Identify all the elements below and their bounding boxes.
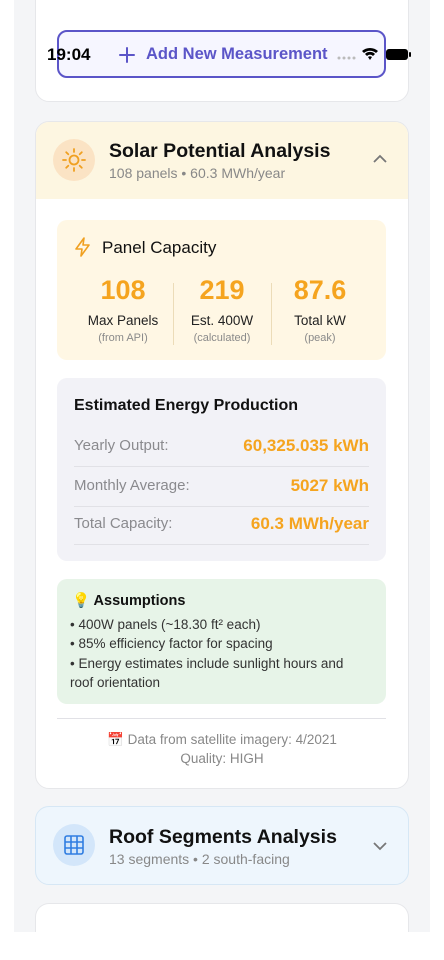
status-time: 19:04	[47, 45, 91, 64]
chevron-up[interactable]	[372, 153, 388, 165]
stat-note: (from API)	[98, 332, 148, 344]
next-card	[35, 903, 409, 932]
plus-icon	[119, 47, 135, 63]
assumptions-box	[57, 579, 386, 704]
footer-divider	[57, 718, 386, 719]
roof-subtitle: 13 segments • 2 south-facing	[109, 851, 290, 867]
roof-card[interactable]	[35, 806, 409, 885]
assumptions-title: 💡 Assumptions	[72, 593, 186, 609]
assumption-item: • 400W panels (~18.30 ft² each)	[70, 617, 261, 632]
stat-note: (peak)	[304, 332, 336, 344]
solar-title: Solar Potential Analysis	[109, 140, 331, 162]
panel-capacity-box	[57, 220, 386, 360]
assumption-item: roof orientation	[70, 674, 161, 690]
stat-label: Max Panels	[87, 313, 159, 328]
row-label: Yearly Output:	[74, 437, 169, 454]
bolt-icon	[75, 237, 90, 257]
row-divider	[74, 506, 369, 507]
solar-card-header[interactable]	[36, 122, 408, 199]
stat-label: Total kW	[294, 313, 346, 328]
sun-icon	[53, 139, 95, 181]
data-quality: Quality: HIGH	[180, 751, 264, 766]
row-label: Total Capacity:	[74, 515, 173, 532]
chevron-down[interactable]	[372, 840, 388, 852]
add-button-label[interactable]: Add New Measurement	[146, 45, 328, 63]
assumption-item: • Energy estimates include sunlight hour…	[70, 655, 344, 671]
divider	[271, 283, 272, 345]
energy-title: Estimated Energy Production	[74, 397, 299, 414]
stat-note: (calculated)	[193, 332, 251, 344]
panel-capacity-title: Panel Capacity	[102, 238, 217, 257]
stat-value: 219	[199, 275, 245, 305]
row-value: 5027 kWh	[290, 476, 369, 495]
status-icons	[337, 47, 411, 60]
energy-box	[57, 378, 386, 561]
row-value: 60.3 MWh/year	[250, 514, 369, 533]
grid-icon	[53, 824, 95, 866]
stat-label: Est. 400W	[190, 313, 254, 328]
stat-value: 108	[100, 275, 146, 305]
solar-subtitle: 108 panels • 60.3 MWh/year	[109, 165, 286, 181]
add-measurement-button[interactable]	[57, 30, 386, 78]
roof-title: Roof Segments Analysis	[109, 826, 337, 848]
assumption-item: • 85% efficiency factor for spacing	[70, 636, 273, 652]
row-value: 60,325.035 kWh	[243, 436, 369, 455]
row-divider	[74, 466, 369, 467]
stat-value: 87.6	[293, 275, 347, 305]
row-label: Monthly Average:	[74, 477, 190, 494]
divider	[173, 283, 174, 345]
row-divider	[74, 544, 369, 545]
data-source: 📅 Data from satellite imagery: 4/2021	[107, 732, 337, 747]
